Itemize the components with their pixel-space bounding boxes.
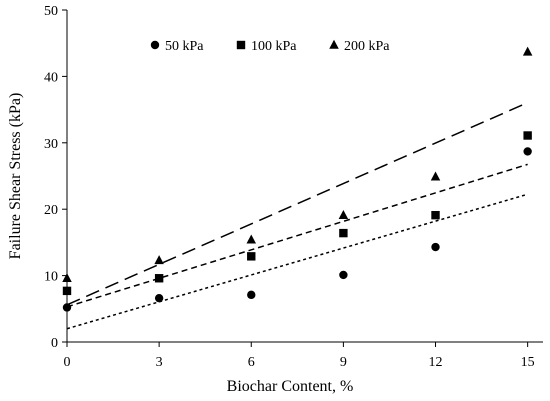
data-point-50-kpa xyxy=(523,147,532,156)
data-point-100-kpa xyxy=(339,228,348,238)
trendline-100-kpa xyxy=(66,163,528,308)
legend-marker-100-kpa xyxy=(236,40,246,50)
y-tick-label: 10 xyxy=(44,270,58,285)
data-point-100-kpa xyxy=(523,131,532,140)
y-axis-title: Failure Shear Stress (kPa) xyxy=(7,93,24,260)
y-tick-label: 50 xyxy=(44,4,58,19)
data-point-100-kpa xyxy=(431,210,440,220)
data-point-50-kpa xyxy=(62,303,72,312)
axes xyxy=(66,10,543,343)
data-point-100-kpa xyxy=(62,286,72,296)
x-axis-title: Biochar Content, % xyxy=(227,378,354,395)
data-point-50-kpa xyxy=(431,242,440,252)
data-point-200-kpa xyxy=(246,234,257,244)
x-tick-label: 3 xyxy=(156,355,163,370)
y-tick-label: 0 xyxy=(51,336,58,351)
trendline-200-kpa xyxy=(66,101,528,306)
data-point-200-kpa xyxy=(522,46,533,56)
x-tick-label: 6 xyxy=(248,355,255,370)
y-tick-label: 30 xyxy=(44,137,58,152)
legend-marker-50-kpa xyxy=(150,40,160,50)
trendlines xyxy=(66,101,528,330)
data-point-200-kpa xyxy=(62,273,72,283)
data-point-100-kpa xyxy=(154,274,164,283)
x-tick-label: 0 xyxy=(64,355,71,370)
legend-label: 50 kPa xyxy=(165,39,204,54)
legend: 50 kPa 100 kPa 200 kPa xyxy=(150,39,390,54)
y-tick-label: 40 xyxy=(44,70,58,85)
y-tick-label: 20 xyxy=(44,203,58,218)
points xyxy=(62,46,533,312)
data-point-200-kpa xyxy=(338,209,349,219)
data-point-50-kpa xyxy=(247,290,256,300)
ticks: 0 10 20 30 40 50 0 3 6 9 12 15 xyxy=(44,4,535,370)
legend-label: 100 kPa xyxy=(251,39,297,54)
data-point-100-kpa xyxy=(247,252,256,261)
x-tick-label: 12 xyxy=(429,355,443,370)
trendline-50-kpa xyxy=(66,193,528,330)
data-point-50-kpa xyxy=(339,270,348,280)
x-tick-label: 9 xyxy=(340,355,347,370)
legend-label: 200 kPa xyxy=(344,39,390,54)
data-point-200-kpa xyxy=(154,255,164,265)
data-point-200-kpa xyxy=(430,171,441,181)
x-tick-label: 15 xyxy=(521,355,535,370)
data-point-50-kpa xyxy=(154,293,164,303)
legend-marker-200-kpa xyxy=(329,39,339,49)
